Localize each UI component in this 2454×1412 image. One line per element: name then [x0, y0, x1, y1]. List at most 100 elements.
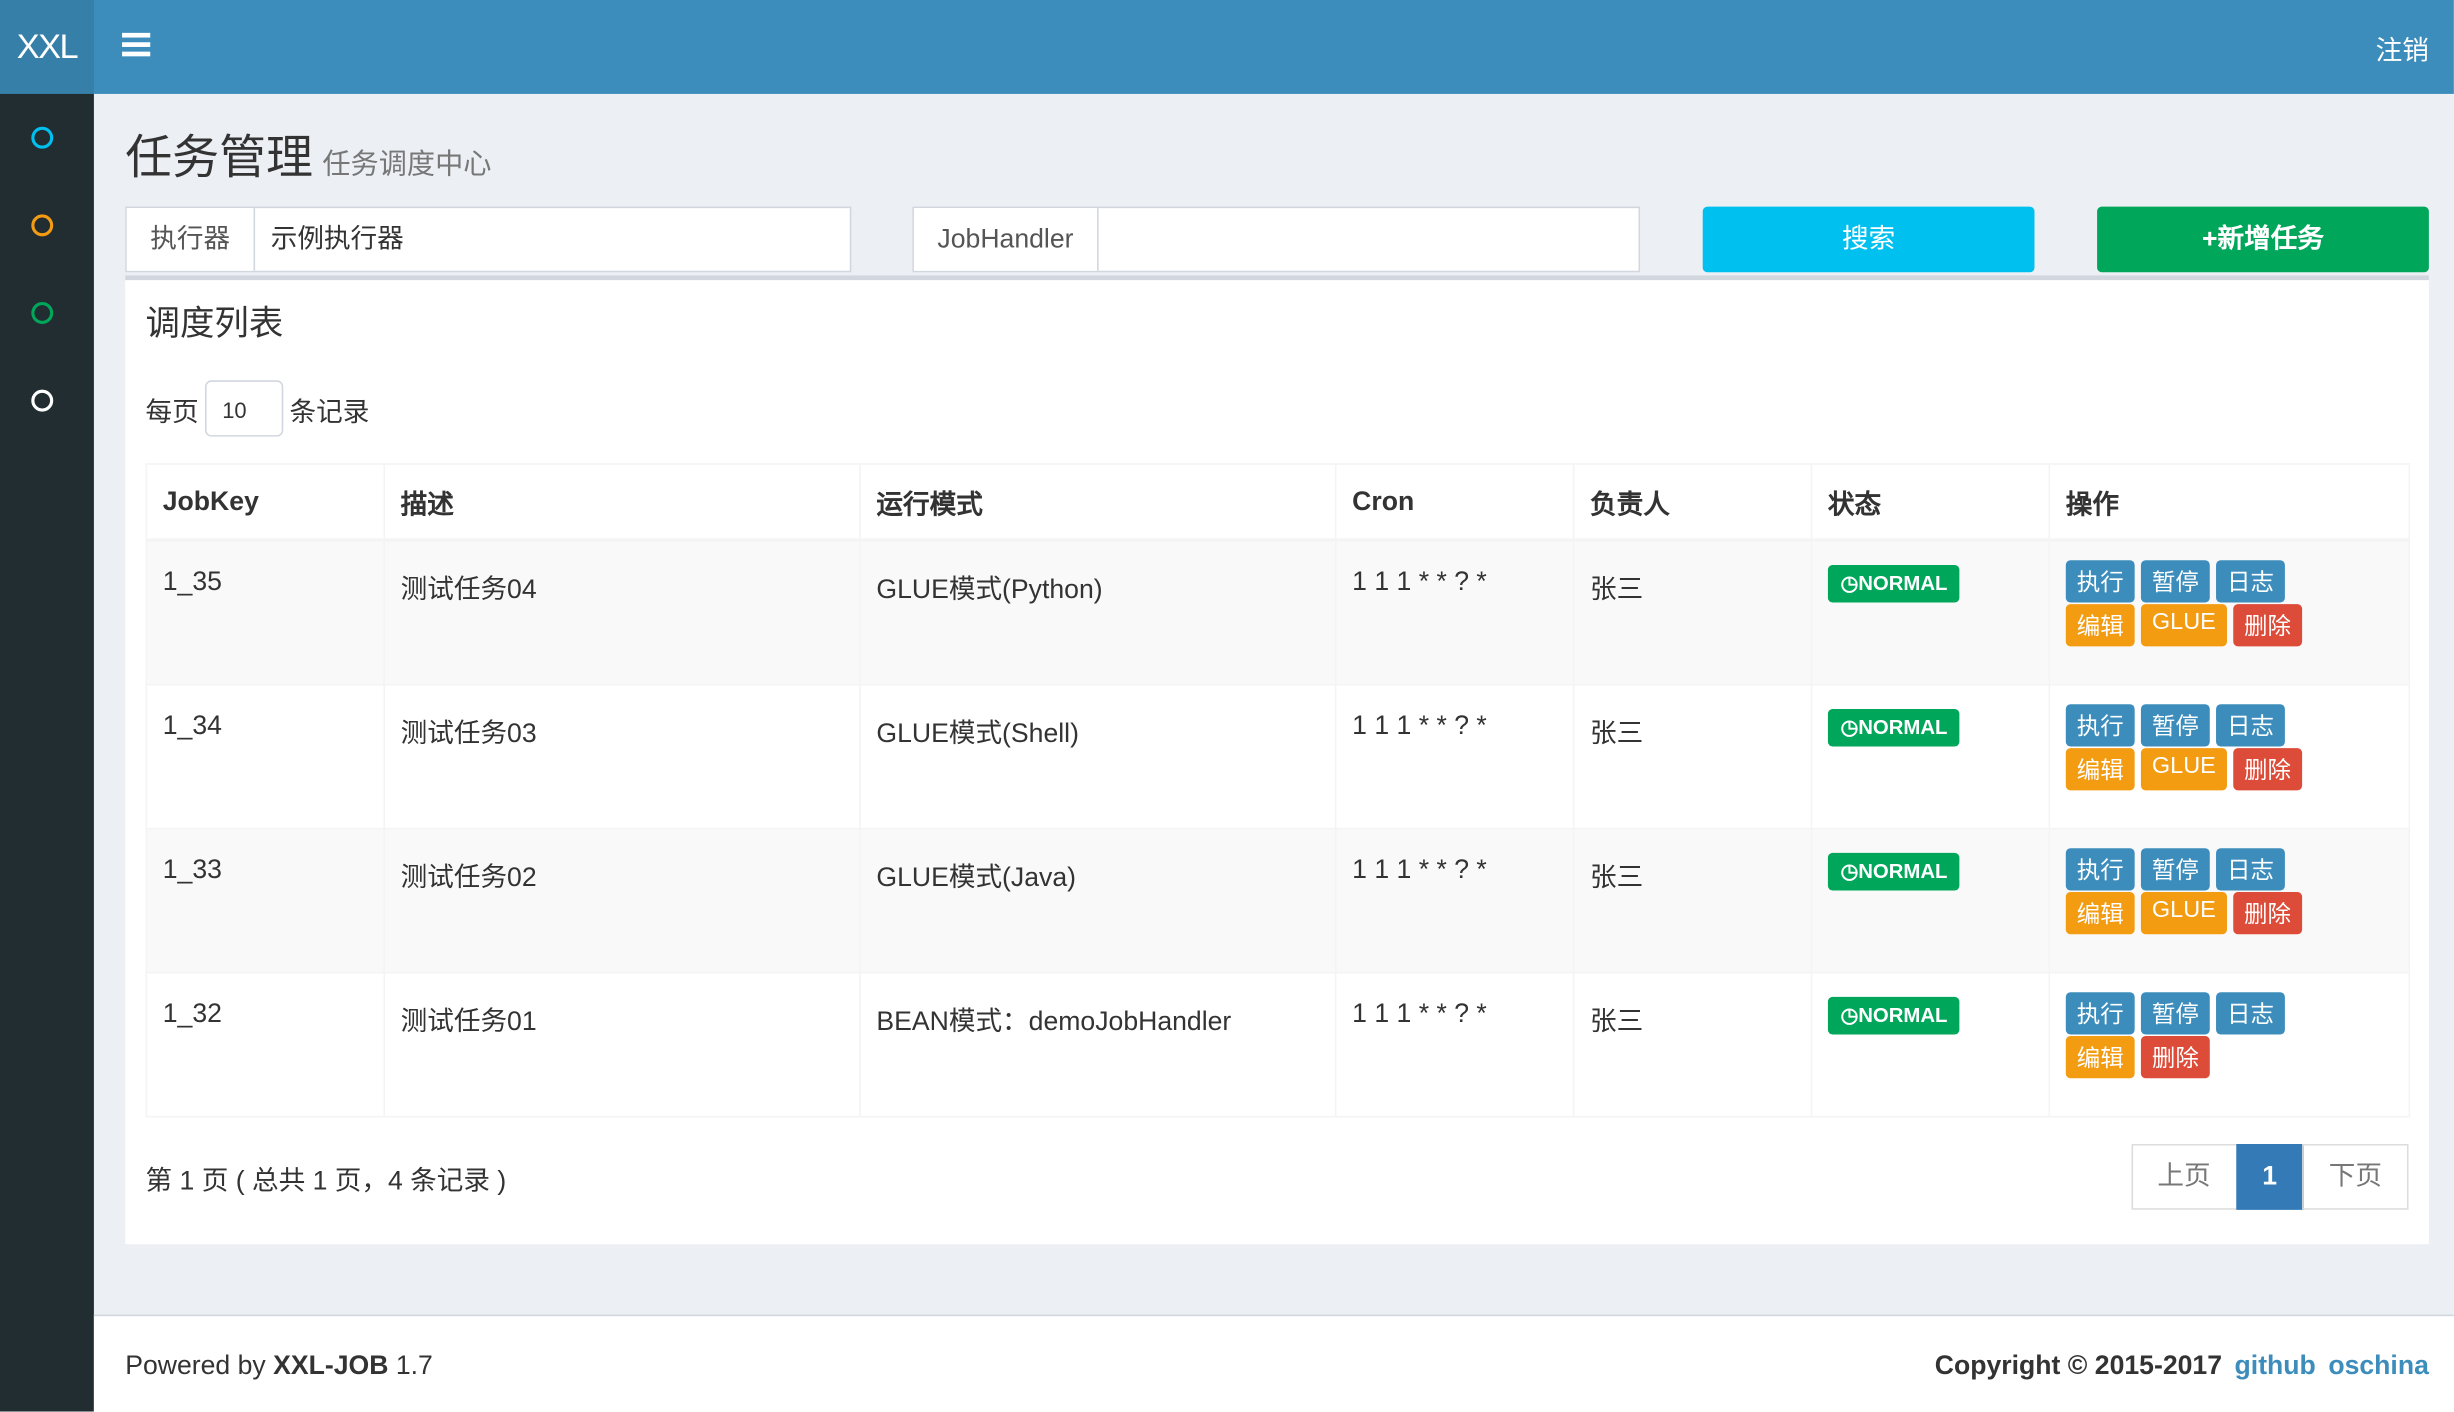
product: XXL-JOB	[273, 1350, 389, 1381]
op-button[interactable]: 执行	[2065, 991, 2135, 1034]
cell-ops: 执行 暂停 日志 编辑 删除	[2048, 971, 2411, 1117]
length-prefix: 每页	[145, 396, 199, 427]
column-header: 负责人	[1572, 463, 1813, 542]
op-button[interactable]: GLUE	[2140, 891, 2227, 934]
op-line: 执行 暂停 日志	[2065, 560, 2393, 603]
cell-mode: GLUE模式(Java)	[859, 827, 1337, 973]
op-button[interactable]: 编辑	[2065, 604, 2135, 647]
current-page[interactable]: 1	[2235, 1144, 2304, 1210]
status-text: NORMAL	[1858, 571, 1948, 595]
cell-mode: GLUE模式(Python)	[859, 539, 1337, 685]
op-button[interactable]: 编辑	[2065, 747, 2135, 790]
op-button[interactable]: 编辑	[2065, 891, 2135, 934]
op-button[interactable]: 执行	[2065, 560, 2135, 603]
cell-jobkey: 1_33	[145, 827, 385, 973]
cell-cron: 1 1 1 * * ? *	[1334, 683, 1575, 829]
op-button[interactable]: 暂停	[2140, 703, 2210, 746]
op-line: 编辑 GLUE 删除	[2065, 604, 2393, 647]
column-header: JobKey	[145, 463, 385, 542]
cell-desc: 测试任务03	[383, 683, 861, 829]
op-button[interactable]: 日志	[2216, 703, 2285, 746]
page-length: 每页 10 条记录	[145, 380, 369, 437]
status-badge: ◷NORMAL	[1827, 708, 1960, 746]
jobhandler-label: JobHandler	[913, 208, 1099, 271]
op-button[interactable]: 日志	[2216, 560, 2285, 603]
next-page[interactable]: 下页	[2302, 1144, 2409, 1210]
op-button[interactable]: 编辑	[2065, 1035, 2135, 1078]
nav-item[interactable]	[31, 302, 54, 324]
jobhandler-input[interactable]	[1099, 208, 1639, 271]
op-button[interactable]: 暂停	[2140, 560, 2210, 603]
status-badge: ◷NORMAL	[1827, 996, 1960, 1034]
status-text: NORMAL	[1858, 1002, 1948, 1026]
cell-jobkey: 1_34	[145, 683, 385, 829]
footer: Powered by XXL-JOB 1.7 Copyright © 2015-…	[93, 1314, 2454, 1412]
op-button[interactable]: GLUE	[2140, 747, 2227, 790]
job-row: 1_33 测试任务02 GLUE模式(Java) 1 1 1 * * ? * 张三 ◷NO…	[145, 827, 2411, 973]
jobhandler-group: JobHandler	[912, 206, 1641, 273]
length-select[interactable]: 10	[205, 380, 284, 437]
powered-prefix: Powered by	[125, 1350, 266, 1381]
job-row: 1_32 测试任务01 BEAN模式：demoJobHandler 1 1 1 * *…	[145, 971, 2411, 1117]
op-line: 编辑 GLUE 删除	[2065, 891, 2393, 934]
prev-page[interactable]: 上页	[2130, 1144, 2238, 1210]
op-line: 编辑 删除	[2065, 1035, 2393, 1078]
copyright: Copyright © 2015-2017	[1934, 1350, 2223, 1381]
cell-ops: 执行 暂停 日志 编辑 GLUE 删除	[2048, 683, 2411, 829]
nav-item[interactable]	[31, 389, 54, 412]
cell-cron: 1 1 1 * * ? *	[1334, 827, 1575, 973]
op-button[interactable]: 删除	[2233, 604, 2302, 647]
cell-ops: 执行 暂停 日志 编辑 GLUE 删除	[2048, 539, 2411, 685]
logo[interactable]: XXL	[0, 0, 94, 94]
op-button[interactable]: 暂停	[2140, 847, 2210, 890]
op-button[interactable]: GLUE	[2140, 604, 2227, 647]
page-info: 第 1 页 ( 总共 1 页，4 条记录 )	[145, 1165, 507, 1196]
column-header: 运行模式	[859, 463, 1337, 542]
executor-select[interactable]: 示例执行器	[270, 223, 404, 254]
status-badge: ◷NORMAL	[1827, 852, 1960, 890]
status-badge: ◷NORMAL	[1827, 564, 1960, 603]
box-title: 调度列表	[145, 303, 284, 343]
op-button[interactable]: 日志	[2216, 847, 2285, 890]
op-line: 执行 暂停 日志	[2065, 991, 2393, 1034]
footer-link[interactable]: oschina	[2328, 1350, 2429, 1381]
cell-owner: 张三	[1572, 971, 1813, 1117]
cell-status: ◷NORMAL	[1810, 539, 2051, 685]
table-body: 1_35 测试任务04 GLUE模式(Python) 1 1 1 * * ? * 张三 ◷…	[145, 539, 2411, 1117]
footer-link[interactable]: github	[2234, 1350, 2316, 1381]
column-header: 描述	[383, 463, 861, 542]
cell-ops: 执行 暂停 日志 编辑 GLUE 删除	[2048, 827, 2411, 973]
cell-status: ◷NORMAL	[1810, 827, 2051, 973]
status-text: NORMAL	[1858, 714, 1948, 738]
op-line: 执行 暂停 日志	[2065, 703, 2393, 746]
op-button[interactable]: 删除	[2233, 891, 2302, 934]
job-table: JobKey 描述 运行模式 Cron 负责人 状态 操作 1_35 测试任务04 GLUE模式…	[145, 463, 2411, 1117]
cell-cron: 1 1 1 * * ? *	[1334, 971, 1575, 1117]
job-box: 调度列表 每页 10 条记录 JobKey 描述 运行模式 Cron 负责人 状态 操作 1…	[125, 275, 2429, 1245]
nav-item[interactable]	[31, 126, 54, 149]
op-button[interactable]: 日志	[2216, 991, 2285, 1034]
cell-desc: 测试任务02	[383, 827, 861, 973]
title: 任务管理	[125, 133, 313, 185]
op-button[interactable]: 执行	[2065, 703, 2135, 746]
cell-status: ◷NORMAL	[1810, 971, 2051, 1117]
cell-desc: 测试任务01	[383, 971, 861, 1117]
cell-owner: 张三	[1572, 827, 1813, 973]
cell-owner: 张三	[1572, 539, 1813, 685]
logout[interactable]: 注销	[2375, 35, 2429, 66]
add-button[interactable]: +新增任务	[2097, 206, 2429, 273]
op-button[interactable]: 删除	[2140, 1035, 2210, 1078]
cell-cron: 1 1 1 * * ? *	[1334, 539, 1575, 685]
subtitle: 任务调度中心	[322, 148, 492, 180]
op-button[interactable]: 执行	[2065, 847, 2135, 890]
op-button[interactable]: 删除	[2233, 747, 2302, 790]
column-header: 操作	[2048, 463, 2411, 542]
search-button[interactable]: 搜索	[1702, 206, 2035, 273]
cell-status: ◷NORMAL	[1810, 683, 2051, 829]
menu-toggle[interactable]	[122, 32, 151, 58]
cell-owner: 张三	[1572, 683, 1813, 829]
op-button[interactable]: 暂停	[2140, 991, 2210, 1034]
nav-item[interactable]	[31, 214, 54, 237]
job-row: 1_34 测试任务03 GLUE模式(Shell) 1 1 1 * * ? * 张三 ◷N…	[145, 683, 2411, 829]
